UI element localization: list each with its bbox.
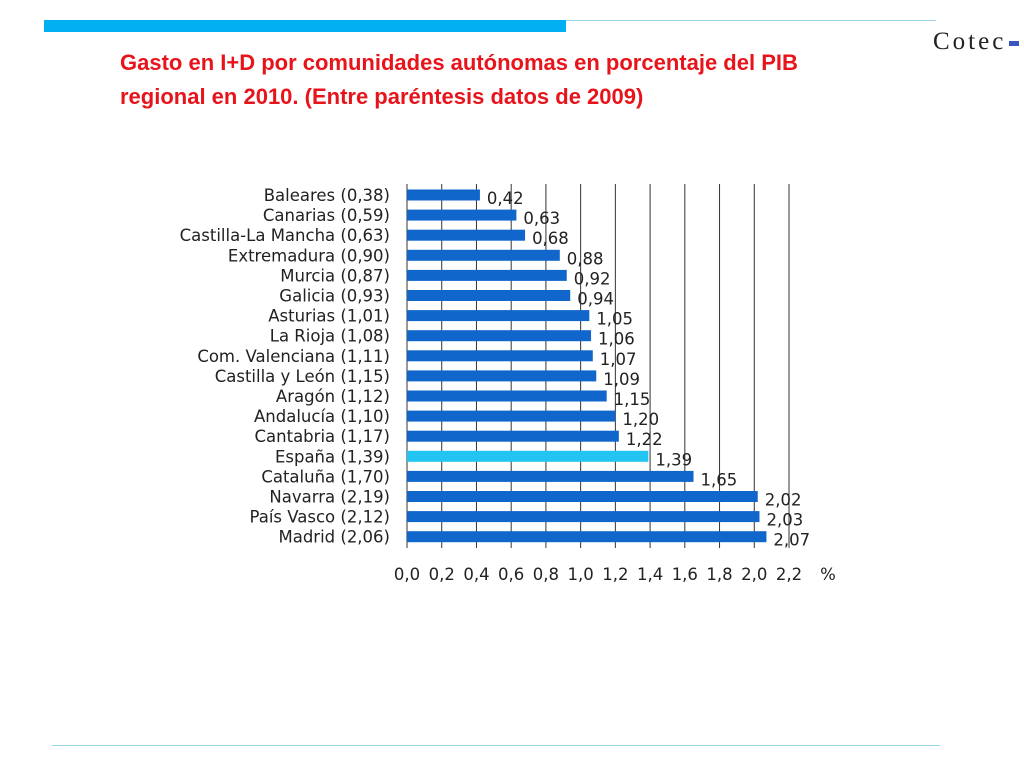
top-thin-line	[566, 20, 936, 21]
bottom-divider-line	[52, 745, 940, 746]
value-label: 1,15	[614, 390, 651, 409]
category-label: La Rioja (1,08)	[270, 327, 390, 346]
category-label: País Vasco (2,12)	[250, 508, 390, 527]
bar	[407, 229, 526, 241]
x-tick-label: 1,0	[568, 565, 594, 584]
x-tick-label: 0,0	[394, 565, 420, 584]
category-label: Navarra (2,19)	[269, 488, 390, 507]
category-label: Madrid (2,06)	[278, 528, 390, 547]
bar	[407, 350, 593, 362]
title-line-1: Gasto en I+D por comunidades autónomas e…	[120, 50, 798, 75]
value-label: 1,39	[655, 450, 692, 469]
category-label: Cantabria (1,17)	[255, 427, 390, 446]
category-label: Murcia (0,87)	[280, 266, 390, 285]
value-label: 0,68	[532, 229, 569, 248]
category-label: Castilla-La Mancha (0,63)	[180, 226, 390, 245]
value-label: 1,05	[596, 310, 633, 329]
bar	[407, 390, 607, 402]
x-tick-label: 0,6	[498, 565, 524, 584]
category-label: España (1,39)	[275, 447, 390, 466]
value-label: 2,03	[766, 511, 803, 530]
bar	[407, 470, 694, 482]
bar	[407, 290, 571, 301]
logo-dash-mark	[1009, 41, 1019, 46]
value-label: 2,07	[773, 531, 810, 550]
x-tick-label: 2,2	[776, 565, 802, 584]
bar	[407, 269, 567, 281]
category-label: Asturias (1,01)	[268, 307, 390, 326]
bar	[407, 249, 560, 261]
category-label: Andalucía (1,10)	[254, 407, 390, 426]
x-tick-label: 0,2	[429, 565, 455, 584]
x-tick-label: 0,4	[463, 565, 489, 584]
x-unit-label: %	[820, 565, 836, 584]
bar	[407, 370, 597, 382]
bar	[407, 430, 619, 442]
x-tick-label: 1,6	[672, 565, 698, 584]
category-label: Aragón (1,12)	[276, 387, 390, 406]
category-label: Cataluña (1,70)	[261, 467, 390, 486]
bar	[407, 491, 758, 502]
value-label: 0,88	[567, 249, 604, 268]
x-tick-label: 1,8	[706, 565, 732, 584]
cotec-logo: Cotec	[933, 28, 1007, 55]
slide-title: Gasto en I+D por comunidades autónomas e…	[120, 46, 920, 114]
bar	[407, 531, 767, 543]
value-label: 1,22	[626, 430, 663, 449]
category-label: Galicia (0,93)	[279, 287, 390, 306]
category-label: Com. Valenciana (1,11)	[197, 347, 390, 366]
bar	[407, 310, 590, 322]
top-accent-bar	[44, 20, 566, 32]
x-tick-label: 1,2	[602, 565, 628, 584]
category-label: Canarias (0,59)	[263, 206, 390, 225]
x-tick-label: 1,4	[637, 565, 663, 584]
category-label: Castilla y León (1,15)	[215, 367, 390, 386]
bar	[407, 330, 592, 342]
value-label: 1,06	[598, 330, 635, 349]
value-label: 1,07	[600, 350, 637, 369]
value-label: 0,42	[487, 189, 524, 208]
title-line-2: regional en 2010. (Entre paréntesis dato…	[120, 84, 644, 109]
category-label: Baleares (0,38)	[264, 186, 390, 205]
bar	[407, 511, 760, 523]
x-tick-label: 2,0	[741, 565, 767, 584]
bar	[407, 189, 480, 201]
value-label: 1,20	[622, 410, 659, 429]
value-label: 0,92	[574, 269, 611, 288]
value-label: 0,94	[577, 290, 614, 309]
category-label: Extremadura (0,90)	[228, 246, 390, 265]
value-label: 0,63	[523, 209, 560, 228]
bar	[407, 450, 649, 462]
bar	[407, 209, 517, 221]
bar	[407, 410, 616, 422]
x-tick-label: 0,8	[533, 565, 559, 584]
value-label: 1,09	[603, 370, 640, 389]
value-label: 1,65	[701, 470, 738, 489]
value-label: 2,02	[765, 491, 802, 510]
